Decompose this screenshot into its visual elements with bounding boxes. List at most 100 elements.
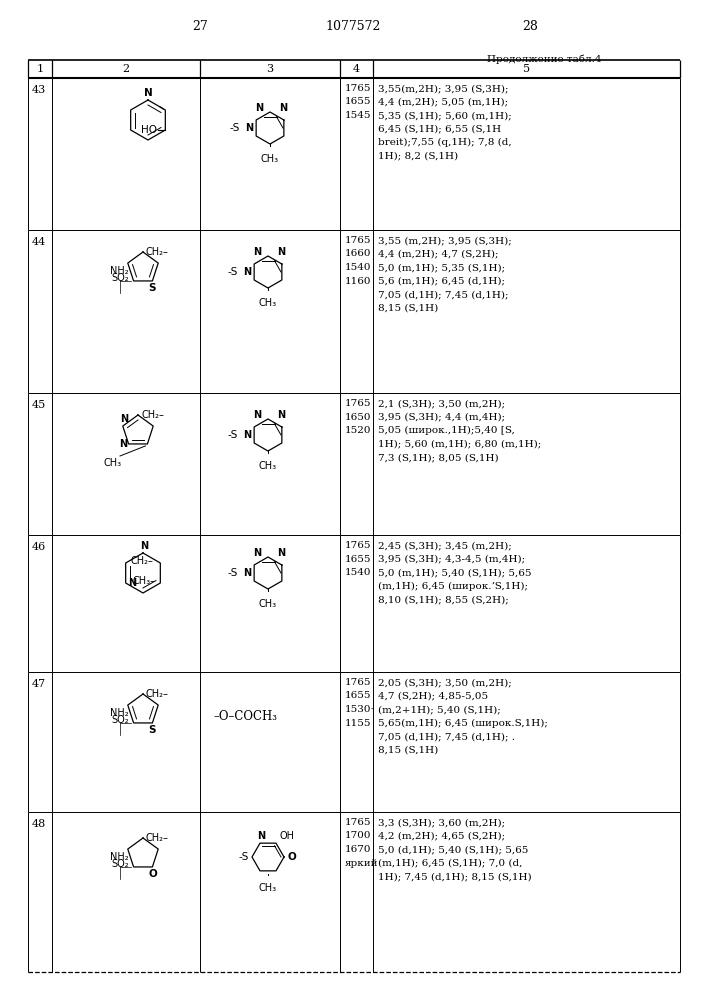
Text: 4,7 (S,2H); 4,85-5,05: 4,7 (S,2H); 4,85-5,05 [378,692,488,700]
Text: 5,6 (m,1H); 6,45 (d,1H);: 5,6 (m,1H); 6,45 (d,1H); [378,276,505,286]
Text: 5,0 (m,1H); 5,35 (S,1H);: 5,0 (m,1H); 5,35 (S,1H); [378,263,505,272]
Text: CH₂–: CH₂– [146,247,169,257]
Text: 1765: 1765 [345,236,371,245]
Text: N: N [255,103,263,113]
Text: N: N [119,439,127,449]
Text: 1765: 1765 [345,84,371,93]
Text: 5: 5 [523,64,530,74]
Text: CH₂–: CH₂– [142,410,165,420]
Text: 4,4 (m,2H); 4,7 (S,2H);: 4,4 (m,2H); 4,7 (S,2H); [378,249,498,258]
Text: 7,05 (d,1H); 7,45 (d,1H); .: 7,05 (d,1H); 7,45 (d,1H); . [378,732,515,741]
Text: 8,15 (S,1H): 8,15 (S,1H) [378,746,438,754]
Text: 1655: 1655 [345,554,371,564]
Text: CH₃: CH₃ [259,883,277,893]
Text: яркий: яркий [345,858,378,867]
Text: 1540: 1540 [345,568,371,577]
Text: 1655: 1655 [345,98,371,106]
Text: N: N [119,414,128,424]
Text: CH₂–: CH₂– [146,833,169,843]
Text: N: N [243,430,251,440]
Text: 1077572: 1077572 [325,20,380,33]
Text: -S: -S [239,852,249,862]
Text: 1540: 1540 [345,263,371,272]
Text: 3,55 (m,2H); 3,95 (S,3H);: 3,55 (m,2H); 3,95 (S,3H); [378,236,512,245]
Text: N: N [243,267,251,277]
Text: O: O [148,869,157,879]
Text: N: N [245,123,253,133]
Text: 1H); 8,2 (S,1H): 1H); 8,2 (S,1H) [378,151,458,160]
Text: 3,55(m,2H); 3,95 (S,3H);: 3,55(m,2H); 3,95 (S,3H); [378,84,508,93]
Text: 1765: 1765 [345,399,371,408]
Text: 4: 4 [353,64,360,74]
Text: breit);7,55 (q,1H); 7,8 (d,: breit);7,55 (q,1H); 7,8 (d, [378,138,512,147]
Text: SO₂: SO₂ [111,715,129,725]
Text: 8,10 (S,1H); 8,55 (S,2H);: 8,10 (S,1H); 8,55 (S,2H); [378,595,509,604]
Text: O: O [287,852,296,862]
Text: 3: 3 [267,64,274,74]
Text: 1520: 1520 [345,426,371,435]
Text: S: S [148,283,156,293]
Text: CH₃: CH₃ [259,461,277,471]
Text: 1H); 7,45 (d,1H); 8,15 (S,1H): 1H); 7,45 (d,1H); 8,15 (S,1H) [378,872,532,881]
Text: 43: 43 [32,85,46,95]
Text: -S: -S [228,430,238,440]
Text: S: S [148,725,156,735]
Text: 46: 46 [32,542,46,552]
Text: 1765: 1765 [345,678,371,687]
Text: -S: -S [230,123,240,133]
Text: NH₂: NH₂ [110,708,129,718]
Text: 27: 27 [192,20,208,33]
Text: N: N [253,548,261,558]
Text: 6,45 (S,1H); 6,55 (S,1H: 6,45 (S,1H); 6,55 (S,1H [378,124,501,133]
Text: CH₃: CH₃ [104,458,122,468]
Text: 1650: 1650 [345,412,371,422]
Text: 1670: 1670 [345,845,371,854]
Text: 5,0 (m,1H); 5,40 (S,1H); 5,65: 5,0 (m,1H); 5,40 (S,1H); 5,65 [378,568,532,577]
Text: N: N [253,410,261,420]
Text: 3,95 (S,3H); 4,4 (m,4H);: 3,95 (S,3H); 4,4 (m,4H); [378,412,505,422]
Text: N: N [144,88,153,98]
Text: 2,05 (S,3H); 3,50 (m,2H);: 2,05 (S,3H); 3,50 (m,2H); [378,678,512,687]
Text: N: N [279,103,287,113]
Text: 3,3 (S,3H); 3,60 (m,2H);: 3,3 (S,3H); 3,60 (m,2H); [378,818,505,827]
Text: 8,15 (S,1H): 8,15 (S,1H) [378,304,438,312]
Text: (m,1H); 6,45 (S,1H); 7,0 (d,: (m,1H); 6,45 (S,1H); 7,0 (d, [378,858,522,867]
Text: 1155: 1155 [345,718,371,728]
Text: N: N [128,578,136,588]
Text: 45: 45 [32,400,46,410]
Text: 48: 48 [32,819,46,829]
Text: CH₂–: CH₂– [146,689,169,699]
Text: CH₂–: CH₂– [131,556,153,566]
Text: 1H); 5,60 (m,1H); 6,80 (m,1H);: 1H); 5,60 (m,1H); 6,80 (m,1H); [378,440,542,448]
Text: 5,05 (широк.,1H);5,40 [S,: 5,05 (широк.,1H);5,40 [S, [378,426,515,435]
Text: NH₂: NH₂ [110,266,129,276]
Text: N: N [277,410,285,420]
Text: 1700: 1700 [345,832,371,840]
Text: 2,45 (S,3H); 3,45 (m,2H);: 2,45 (S,3H); 3,45 (m,2H); [378,541,512,550]
Text: -S: -S [228,267,238,277]
Text: (m,1H); 6,45 (широк.ʼS,1H);: (m,1H); 6,45 (широк.ʼS,1H); [378,582,528,591]
Text: OH: OH [279,831,294,841]
Text: 1160: 1160 [345,276,371,286]
Text: NH₂: NH₂ [110,852,129,862]
Text: CH₃: CH₃ [259,298,277,308]
Text: 1660: 1660 [345,249,371,258]
Text: (m,2+1H); 5,40 (S,1H);: (m,2+1H); 5,40 (S,1H); [378,705,501,714]
Text: 1655: 1655 [345,692,371,700]
Text: HO: HO [141,125,158,135]
Text: 1530·: 1530· [345,705,375,714]
Text: N: N [243,568,251,578]
Text: 4,4 (m,2H); 5,05 (m,1H);: 4,4 (m,2H); 5,05 (m,1H); [378,98,508,106]
Text: CH₃: CH₃ [259,599,277,609]
Text: 44: 44 [32,237,46,247]
Text: -S: -S [228,568,238,578]
Text: 7,3 (S,1H); 8,05 (S,1H): 7,3 (S,1H); 8,05 (S,1H) [378,453,498,462]
Text: 1765: 1765 [345,541,371,550]
Text: SO₂: SO₂ [111,273,129,283]
Text: SO₂: SO₂ [111,859,129,869]
Text: 5,0 (d,1H); 5,40 (S,1H); 5,65: 5,0 (d,1H); 5,40 (S,1H); 5,65 [378,845,528,854]
Text: N: N [277,548,285,558]
Text: 5,65(m,1H); 6,45 (широк.S,1H);: 5,65(m,1H); 6,45 (широк.S,1H); [378,718,548,728]
Text: N: N [140,541,148,551]
Text: 1765: 1765 [345,818,371,827]
